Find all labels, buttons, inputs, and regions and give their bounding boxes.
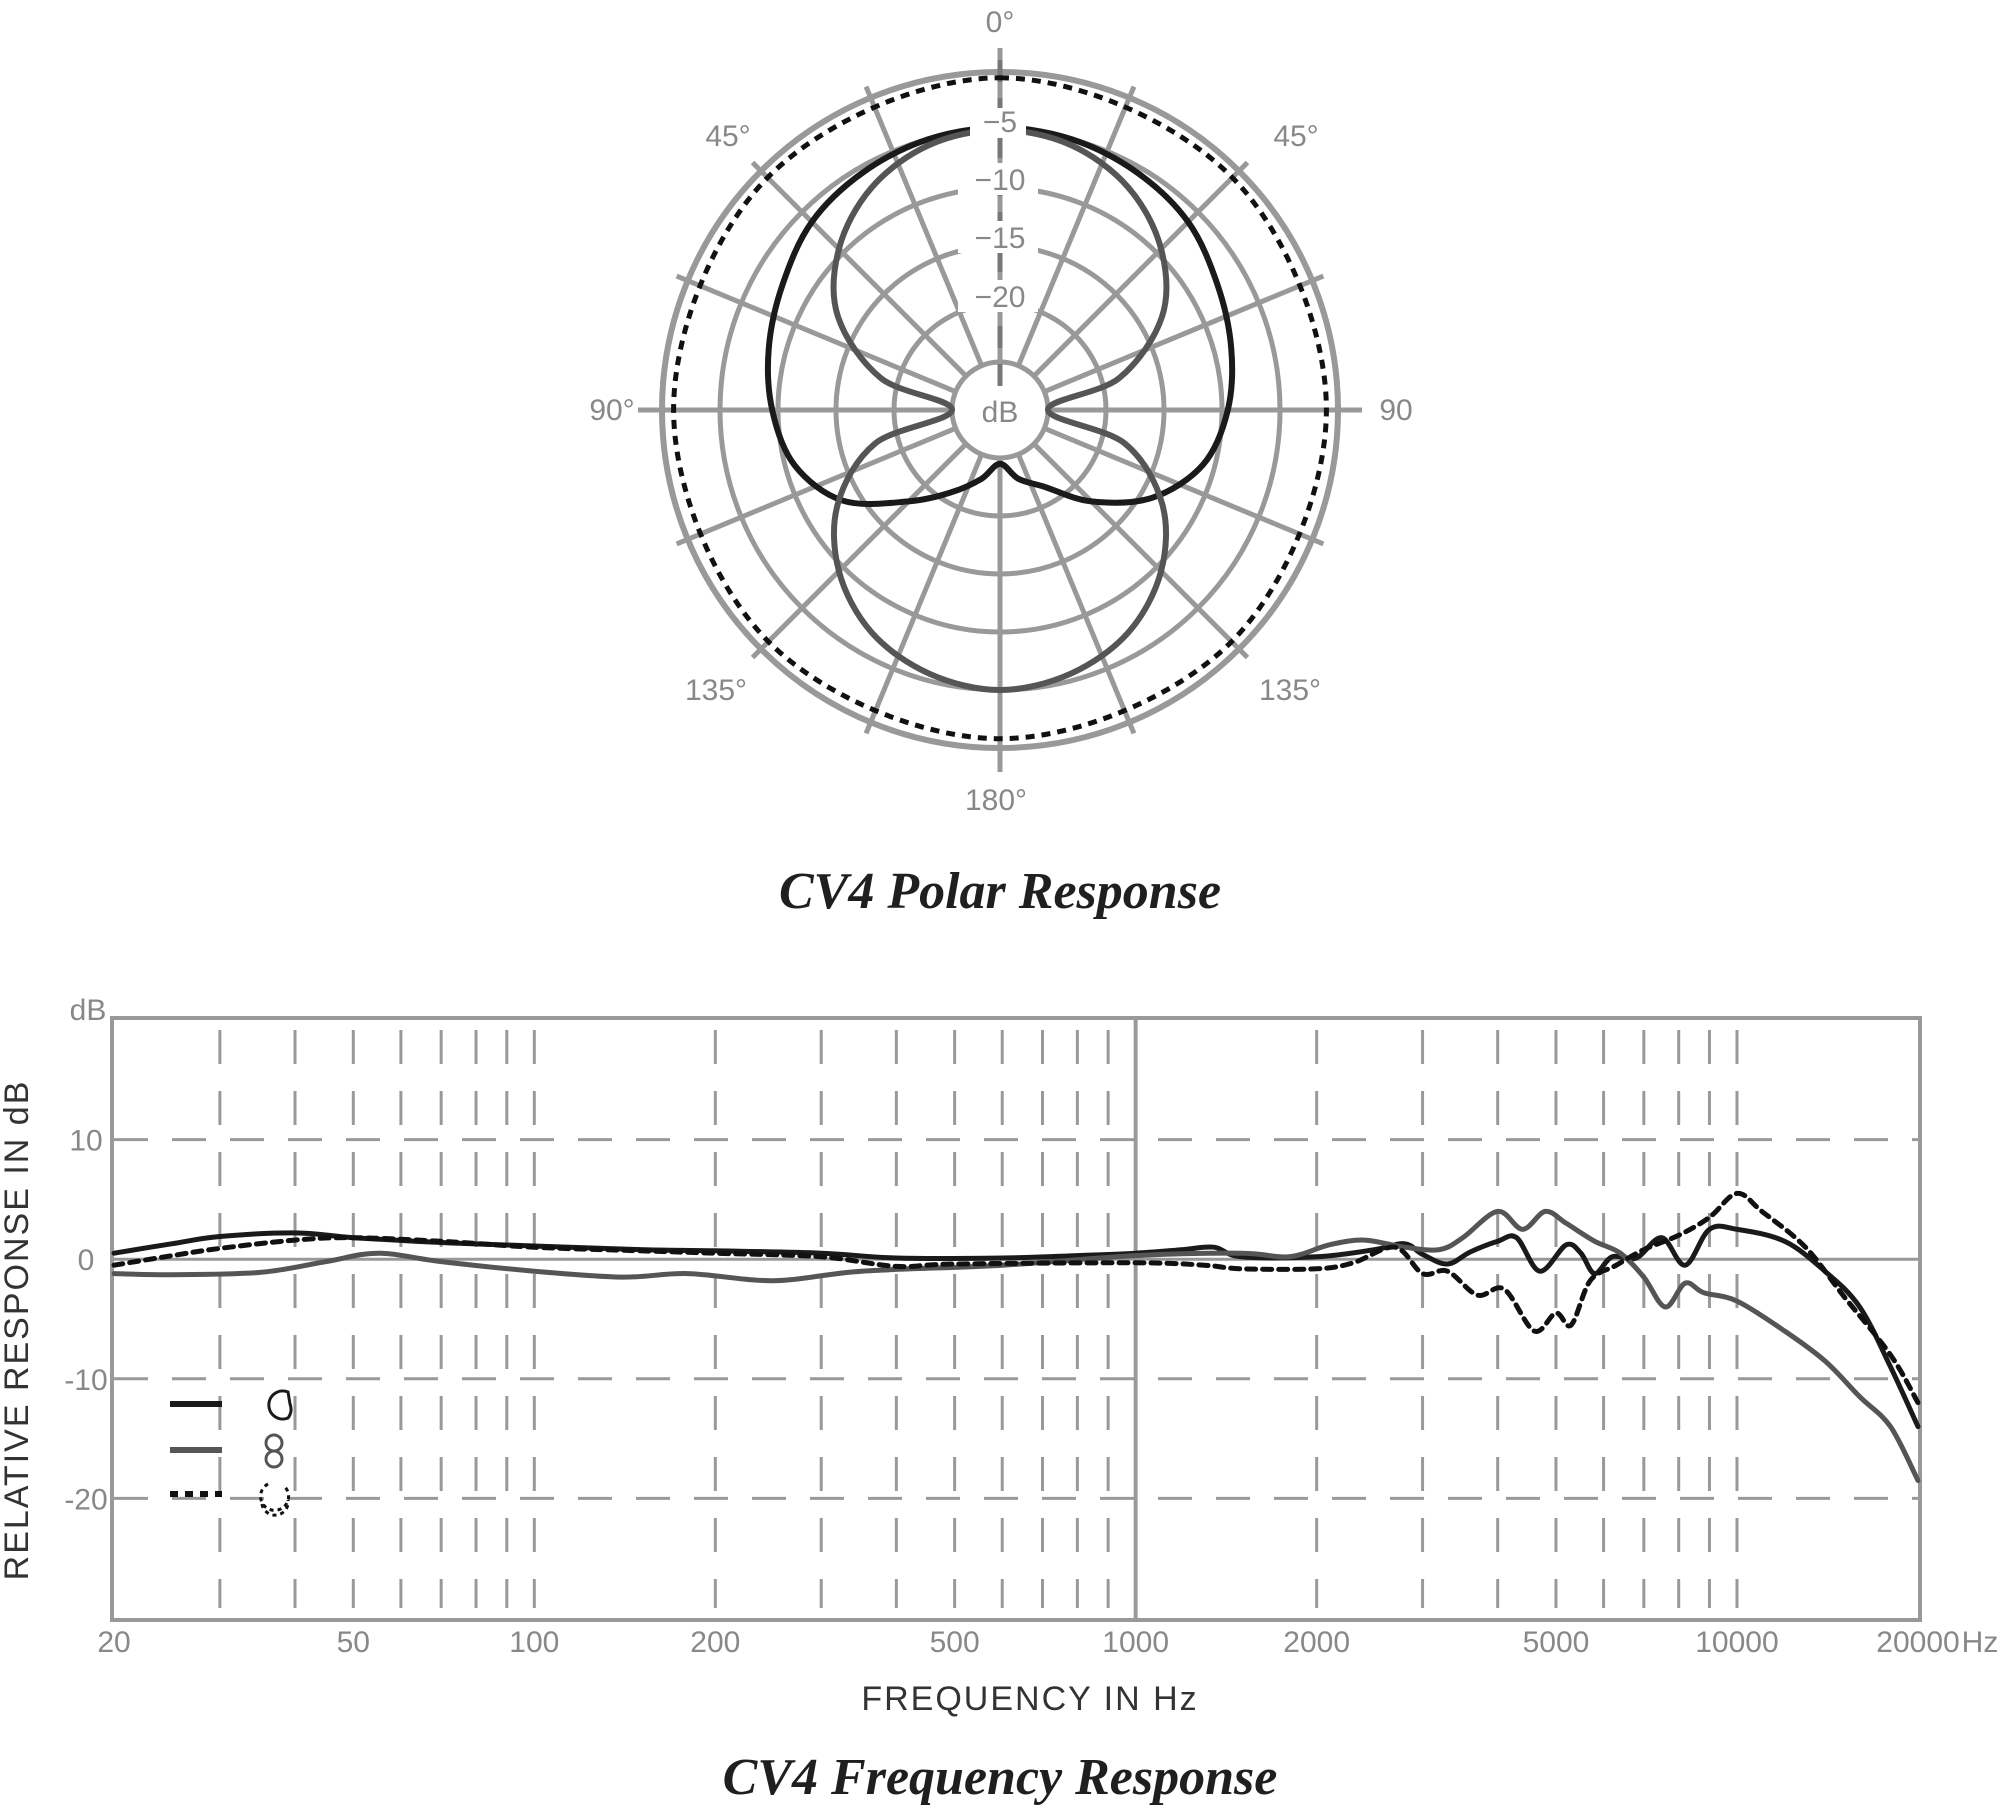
polar-spoke [1032,442,1250,660]
frequency-series-cardioid [111,1223,1921,1430]
x-tick-label: 5000 [1523,1626,1590,1659]
polar-spoke [675,273,957,394]
x-tick-label: 20 [97,1626,130,1659]
angle-label-135-left: 135° [685,674,747,707]
x-tick-label: 10000 [1695,1626,1778,1659]
polar-spoke [863,453,984,735]
angle-label-90-right: 90 [1379,394,1412,427]
frequency-chart-title: CV4 Frequency Response [723,1749,1278,1806]
y-tick-label: 0 [78,1244,95,1277]
x-tick-label: 20000 [1876,1626,1959,1659]
angle-label-0: 0° [986,6,1015,39]
figure-8-pattern-icon [264,1449,284,1469]
frequency-chart: 20 50 100 200 500 1000 2000 5000 10000 20000100-1… [0,994,1998,1806]
y-unit-label: dB [70,994,107,1027]
y-tick-label: 10 [69,1125,102,1158]
angle-label-135-right: 135° [1259,674,1321,707]
polar-series-figure-8 [830,126,1170,694]
ring-label-db: dB [982,396,1019,429]
ring-label-bg [958,163,1038,195]
ring-label-bg [958,280,1038,312]
angle-label-45-left: 45° [705,120,750,153]
cardioid-pattern-icon [267,1389,293,1421]
frequency-tick-labels: 20 50 100 200 500 1000 2000 5000 10000 20000100-1… [64,1125,1959,1659]
y-tick-label: -20 [64,1483,107,1516]
polar-chart-title: CV4 Polar Response [779,863,1221,920]
polar-spoke [750,442,968,660]
ring-label-minus20: −20 [975,281,1026,314]
frequency-series-figure-8 [111,1208,1921,1483]
x-tick-label: 50 [337,1626,370,1659]
polar-spoke [1032,160,1250,378]
frequency-series-omni [111,1190,1921,1406]
x-tick-label: 200 [690,1626,740,1659]
angle-label-90-left: 90° [589,394,634,427]
x-axis-label: FREQUENCY IN Hz [861,1680,1198,1718]
x-unit-label: Hz [1962,1626,1999,1659]
polar-spoke [1016,85,1137,367]
y-axis-label: RELATIVE RESPONSE IN dB [0,1080,36,1581]
x-tick-label: 100 [509,1626,559,1659]
x-tick-label: 2000 [1283,1626,1350,1659]
frequency-series-group [111,1190,1921,1483]
polar-chart: −5 −10 −15 −20 dB 0° 45° 45° 90° 90 135°… [589,6,1412,920]
polar-series-omni [671,75,1329,742]
y-tick-label: -10 [64,1364,107,1397]
ring-label-minus10: −10 [975,164,1026,197]
angle-label-180: 180° [965,784,1027,817]
polar-series-group [671,75,1329,742]
polar-series-cardioid [764,124,1236,507]
polar-spoke [1043,426,1325,547]
hypercardioid-pattern-icon [259,1482,291,1517]
plot-frame [110,1016,1922,1622]
legend [170,1389,293,1517]
polar-spoke [1016,453,1137,735]
ring-label-minus5: −5 [983,106,1017,139]
polar-spoke [863,85,984,367]
angle-label-45-right: 45° [1273,120,1318,153]
polar-spoke [1043,273,1325,394]
ring-label-bg [970,108,1026,138]
frequency-grid [114,1020,1918,1618]
polar-spoke [750,160,968,378]
x-tick-label: 1000 [1102,1626,1169,1659]
ring-label-minus15: −15 [975,222,1026,255]
figure-8-pattern-icon [264,1433,284,1453]
x-tick-label: 500 [930,1626,980,1659]
ring-label-bg [958,221,1038,253]
